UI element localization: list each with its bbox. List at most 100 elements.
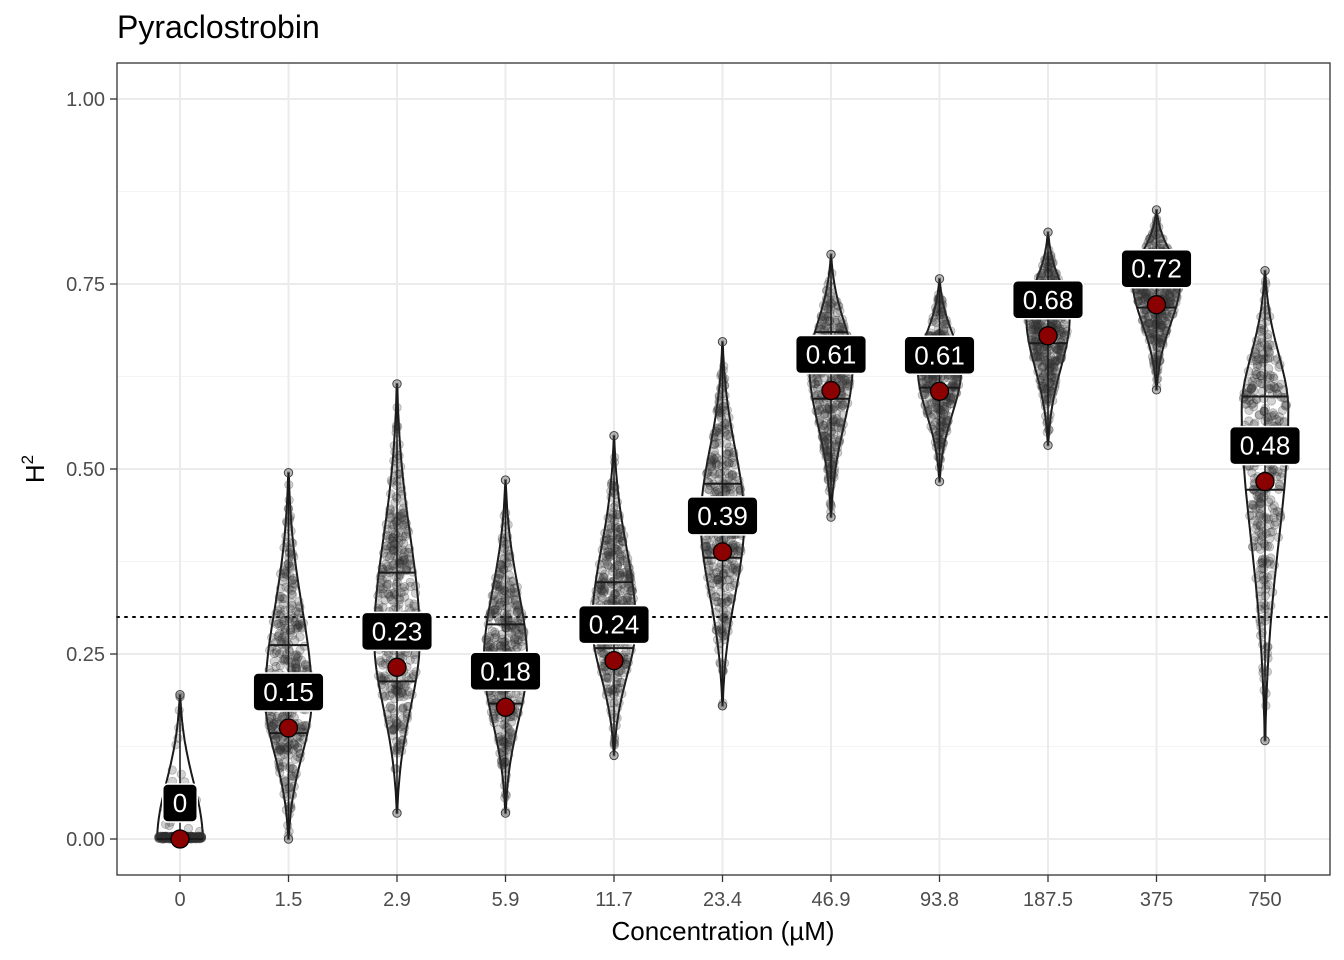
data-point (274, 761, 284, 771)
data-point (1156, 233, 1166, 243)
data-point (397, 705, 408, 715)
data-point (295, 632, 305, 642)
data-point (607, 508, 618, 518)
data-point (411, 667, 421, 677)
data-point (398, 689, 408, 699)
data-point (403, 527, 414, 537)
data-point (510, 625, 521, 635)
data-point (491, 580, 501, 590)
data-point (400, 516, 410, 526)
data-point (401, 518, 411, 529)
data-point (274, 763, 285, 773)
data-point (512, 607, 522, 617)
data-point (501, 557, 512, 568)
data-point (499, 746, 509, 756)
data-point (492, 612, 503, 622)
data-point (492, 581, 502, 592)
data-point (509, 590, 519, 601)
violin-group (915, 274, 964, 487)
data-point (617, 535, 628, 546)
data-point (279, 775, 289, 785)
data-point (490, 580, 501, 590)
mean-point (1038, 326, 1058, 346)
data-point (1266, 396, 1277, 406)
data-point (1255, 591, 1265, 601)
data-point (513, 635, 523, 645)
data-point (512, 588, 522, 598)
data-point (393, 450, 403, 460)
data-point (268, 721, 278, 731)
data-point (396, 535, 406, 545)
data-point (493, 595, 503, 605)
data-point (376, 672, 386, 682)
data-point (384, 589, 394, 600)
data-point (381, 581, 392, 592)
data-point (512, 600, 522, 610)
data-point (492, 579, 502, 589)
data-point (405, 559, 415, 569)
data-point (288, 582, 299, 592)
violin-group (371, 379, 422, 818)
data-point (274, 742, 285, 753)
data-point (385, 716, 395, 726)
data-point (490, 604, 501, 615)
data-point (399, 547, 409, 558)
data-point (615, 556, 625, 567)
data-point (399, 586, 409, 596)
data-point (300, 659, 311, 670)
data-point (280, 776, 291, 787)
data-point (485, 611, 495, 621)
data-point (385, 533, 395, 544)
data-point (484, 612, 494, 622)
data-point (1264, 364, 1274, 374)
data-point (274, 747, 284, 757)
data-point (509, 635, 520, 645)
mean-label-text: 0.39 (697, 501, 748, 531)
y-tick-label: 1.00 (66, 89, 105, 111)
data-point (395, 474, 405, 485)
data-point (397, 532, 408, 542)
mean-label: 0 (162, 783, 198, 823)
data-point (289, 573, 299, 583)
mean-label-text: 0.68 (1023, 285, 1074, 315)
data-point (389, 456, 399, 466)
data-point (386, 512, 396, 522)
data-point (730, 578, 740, 588)
data-point (712, 453, 722, 463)
data-point (409, 599, 419, 609)
data-point (275, 661, 285, 671)
data-point (516, 636, 526, 647)
data-point (378, 660, 388, 670)
y-tick-label: 0.25 (66, 644, 105, 666)
data-point (831, 440, 841, 450)
data-point (491, 632, 501, 642)
violin-group (480, 475, 531, 818)
data-point (499, 637, 509, 647)
data-point (517, 641, 527, 651)
data-point (381, 541, 391, 551)
data-point (1252, 520, 1262, 530)
data-point (402, 690, 412, 700)
data-point (379, 671, 390, 681)
data-point (385, 701, 396, 711)
mean-label-text: 0.15 (263, 677, 314, 707)
data-point (398, 713, 408, 724)
data-point (491, 573, 501, 583)
violin-group (1238, 265, 1292, 746)
data-point (509, 583, 519, 594)
data-point (294, 620, 305, 630)
data-point (930, 402, 940, 412)
data-point (276, 591, 286, 602)
data-point (391, 517, 401, 527)
data-point (397, 489, 407, 499)
data-point (1256, 370, 1266, 381)
data-point (399, 682, 409, 693)
data-point (501, 770, 511, 780)
data-point (296, 655, 306, 665)
data-point (280, 784, 290, 794)
data-point (375, 656, 385, 666)
data-point (399, 727, 409, 738)
data-point (495, 748, 505, 758)
data-point (295, 753, 305, 763)
data-point (391, 685, 401, 696)
